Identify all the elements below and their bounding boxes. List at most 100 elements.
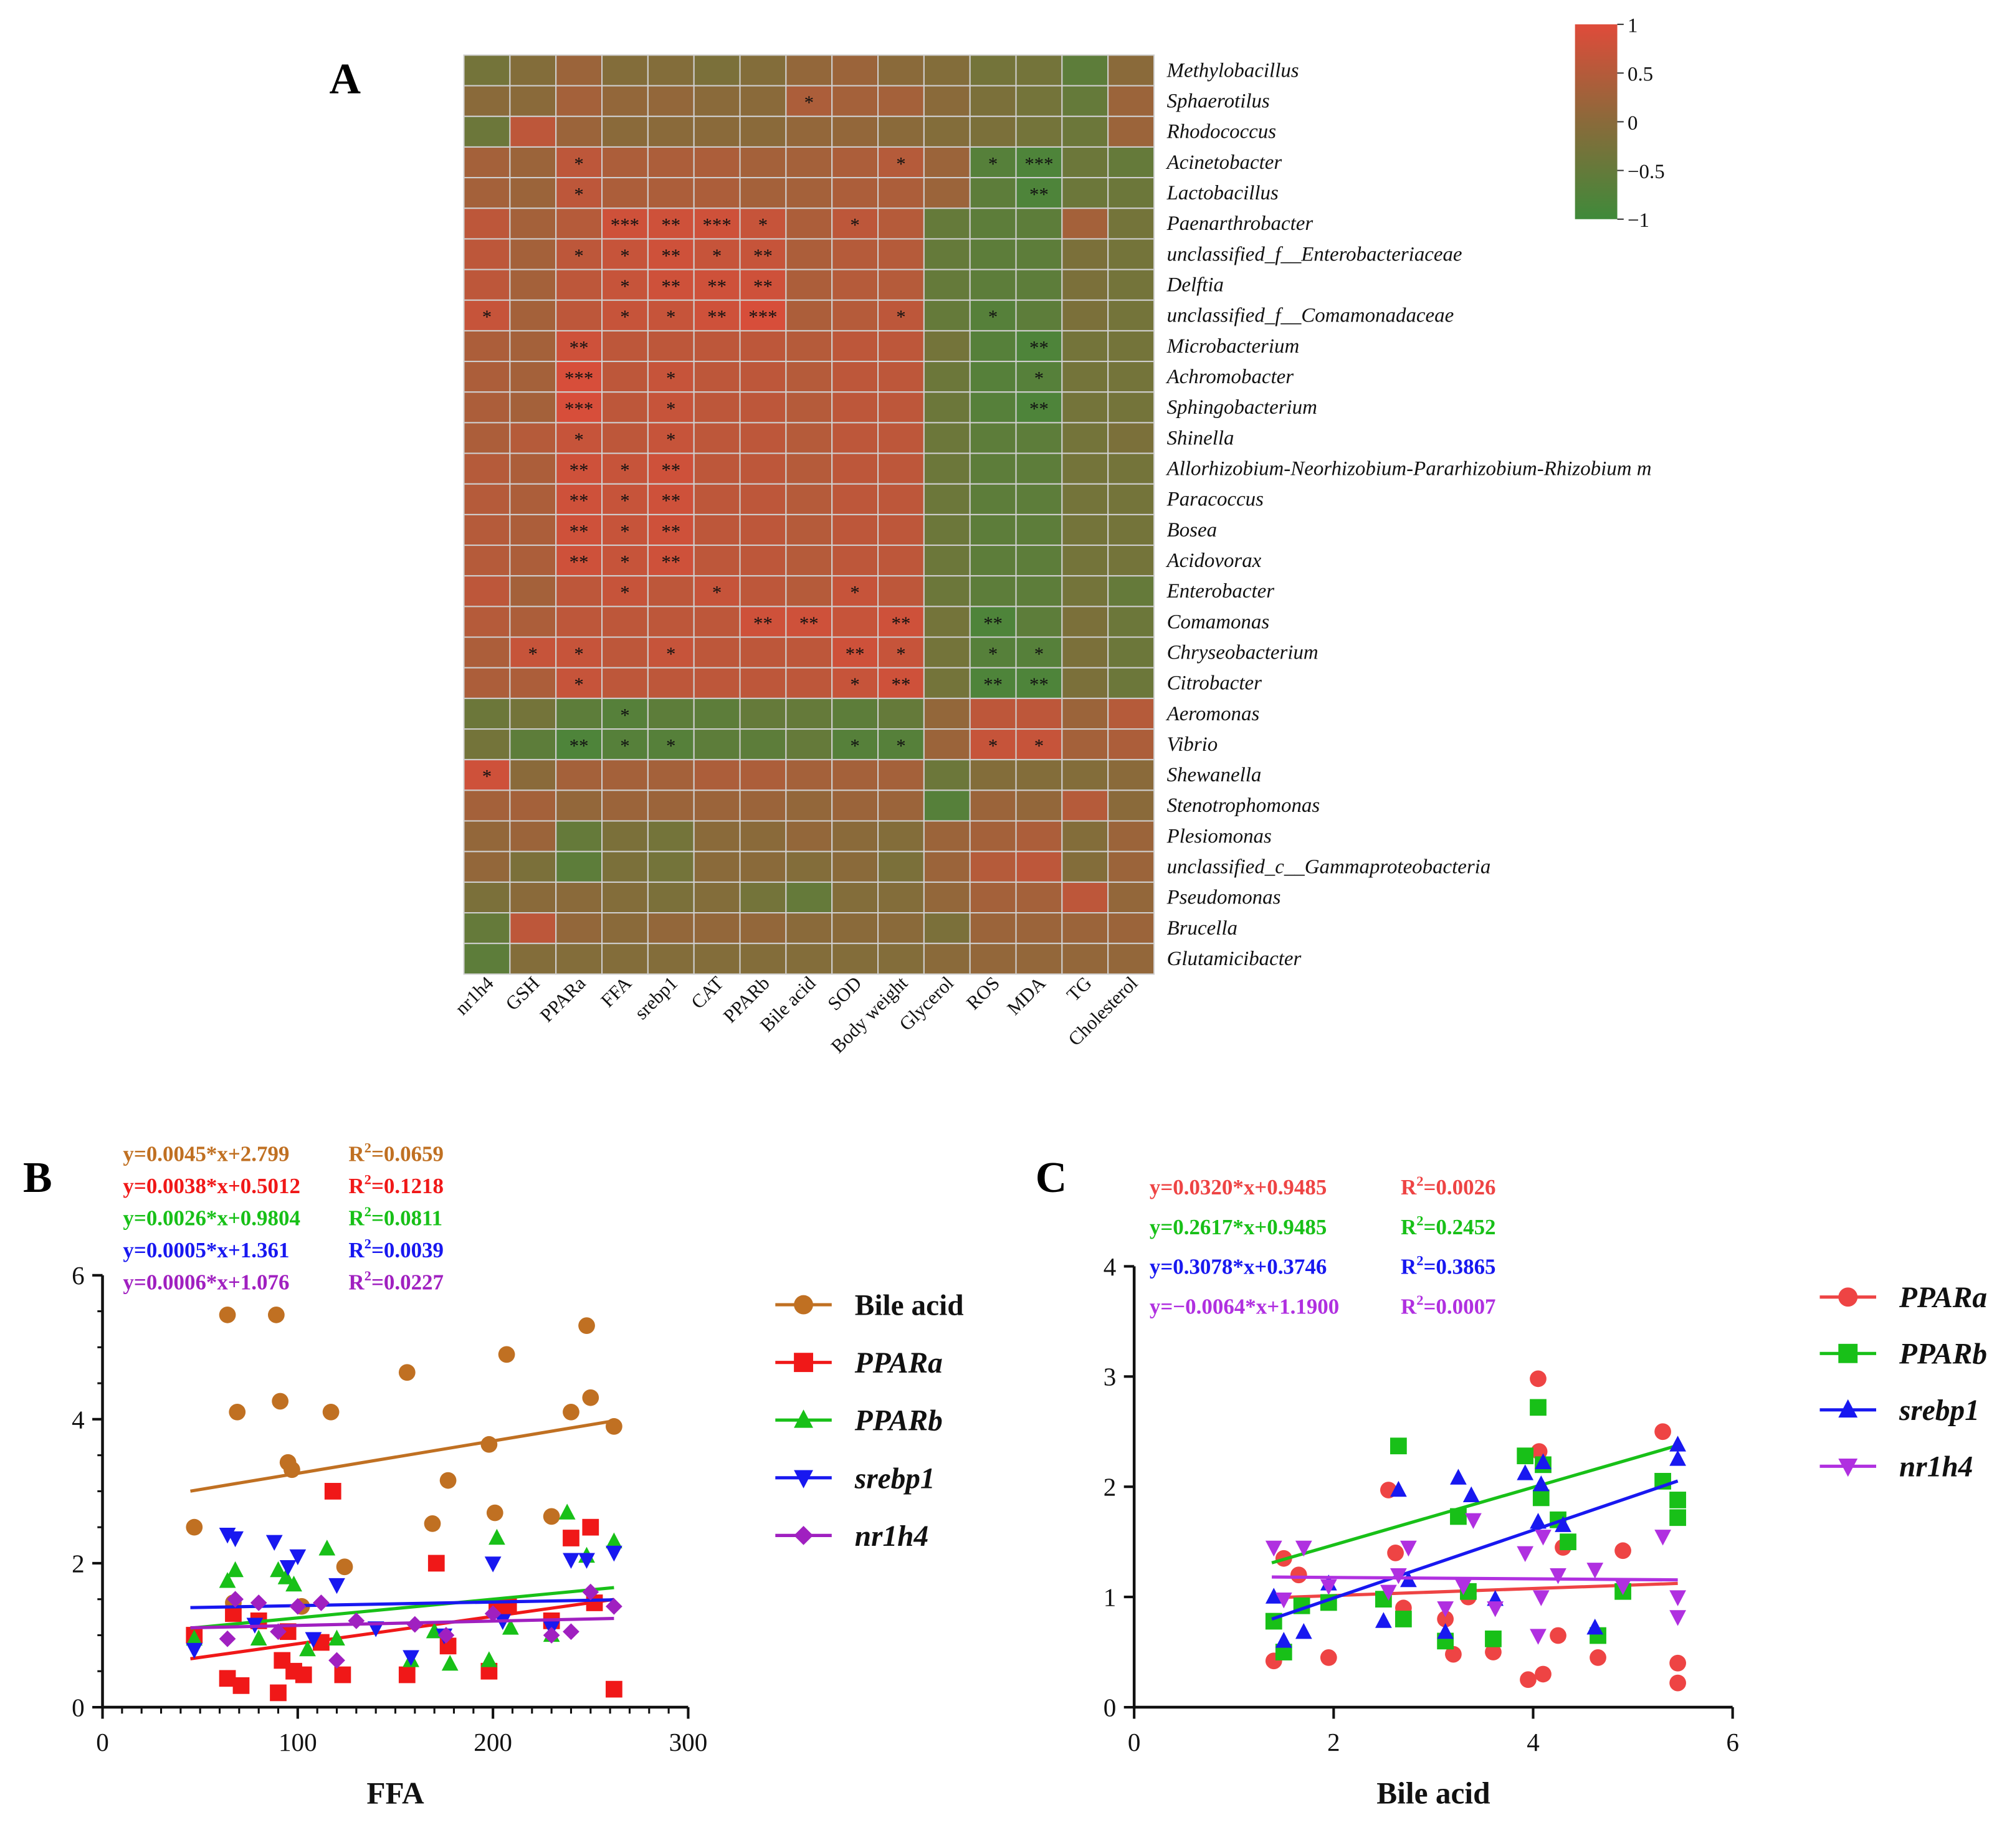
heatmap-cell [1107,177,1155,209]
data-point [268,1306,285,1323]
data-point [563,1623,579,1641]
heatmap-cell [1107,238,1155,270]
heatmap-cell [1061,789,1109,822]
column-label: nr1h4 [451,973,498,1019]
heatmap-cell [831,177,879,209]
data-point [498,1346,515,1363]
heatmap-cell [877,85,925,117]
significance-mark: ** [892,612,911,634]
data-point [265,1535,283,1551]
significance-mark: * [850,674,859,695]
significance-mark: ** [983,612,1003,634]
heatmap-cell [831,146,879,179]
heatmap-cell [785,391,833,424]
heatmap-cell [463,330,511,363]
y-tick-label: 4 [72,1405,85,1434]
significance-mark: * [1034,368,1044,389]
heatmap-cell [693,483,741,515]
data-point [186,1629,203,1646]
y-tick-label: 3 [1104,1363,1117,1391]
data-point [1550,1627,1566,1644]
heatmap-cell [1061,54,1109,87]
heatmap-cell [969,115,1017,148]
heatmap-cell [969,728,1017,761]
data-point [543,1508,560,1525]
heatmap-cell [1015,667,1063,699]
trend-line [1271,1479,1679,1621]
heatmap-cell [647,575,695,607]
heatmap-cell [831,789,879,822]
data-point [1555,1516,1571,1532]
heatmap-cell [1015,238,1063,270]
x-tick-label: 300 [669,1728,708,1756]
heatmap-cell [647,881,695,914]
data-point [606,1545,622,1562]
heatmap-cell [509,422,557,454]
heatmap-cell [1107,575,1155,607]
data-point [348,1612,365,1629]
heatmap-cell [555,606,603,638]
heatmap-cell [1015,575,1063,607]
heatmap-cell [831,85,879,117]
heatmap-cell [463,881,511,914]
data-point [1530,1513,1547,1529]
row-label: Aeromonas [1166,703,1260,725]
data-point [427,1555,445,1572]
x-tick-label: 0 [1128,1728,1141,1756]
significance-mark: ** [753,276,773,297]
data-point [186,1642,203,1659]
heatmap-cell [1107,759,1155,791]
data-point [1669,1610,1686,1626]
heatmap-cell [785,361,833,393]
data-point [219,1306,236,1323]
heatmap-cell [1015,513,1063,546]
trend-line [190,1616,614,1630]
data-point [295,1666,312,1684]
data-point [285,1575,302,1592]
heatmap-cell [785,330,833,363]
heatmap-cell [969,177,1017,209]
heatmap-cell [923,912,971,945]
equation-text: y=0.0005*x+1.361 [123,1238,289,1262]
heatmap-cell [739,820,787,852]
scatter-panel-b: 0 2 4 6 0 100 200 300 FFA y=0.0045*x+2.799 R2=0.06… [72,1140,963,1810]
heatmap-cell [1061,85,1109,117]
legend-label: nr1h4 [1899,1451,1973,1484]
row-label: Achromobacter [1166,366,1294,388]
heatmap-cell [785,943,833,975]
heatmap-cell [923,667,971,699]
colorbar-tick-label: 0.5 [1628,64,1653,86]
r-squared-sup: 2 [365,1236,371,1252]
heatmap-cell [555,881,603,914]
heatmap-cell [463,636,511,669]
significance-mark: * [666,368,675,389]
r-squared-text: R2=0.0659 [348,1140,444,1166]
heatmap-cell [647,330,695,363]
heatmap-cell [831,115,879,148]
heatmap-cell [509,912,557,945]
heatmap-cell [463,513,511,546]
heatmap-cell [923,759,971,791]
significance-mark: ** [661,245,680,266]
heatmap-cell [601,667,649,699]
heatmap-cell [1061,881,1109,914]
data-point [403,1650,419,1666]
heatmap-cell [1107,85,1155,117]
significance-mark: *** [748,307,777,328]
equation-text: y=0.0006*x+1.076 [123,1270,289,1294]
heatmap-cell [509,820,557,852]
equation-text: y=0.0038*x+0.5012 [123,1174,300,1198]
data-point [437,1627,455,1644]
heatmap-cell [923,697,971,730]
heatmap-cell [877,177,925,209]
heatmap-cell [739,881,787,914]
heatmap-cell [647,912,695,945]
column-label: MDA [1003,972,1050,1019]
row-label: unclassified_f__Comamonadaceae [1167,305,1454,327]
data-point [398,1666,416,1684]
heatmap-cell [877,269,925,301]
heatmap-cell [1107,115,1155,148]
data-point [794,1525,813,1545]
data-point [1532,1590,1550,1606]
